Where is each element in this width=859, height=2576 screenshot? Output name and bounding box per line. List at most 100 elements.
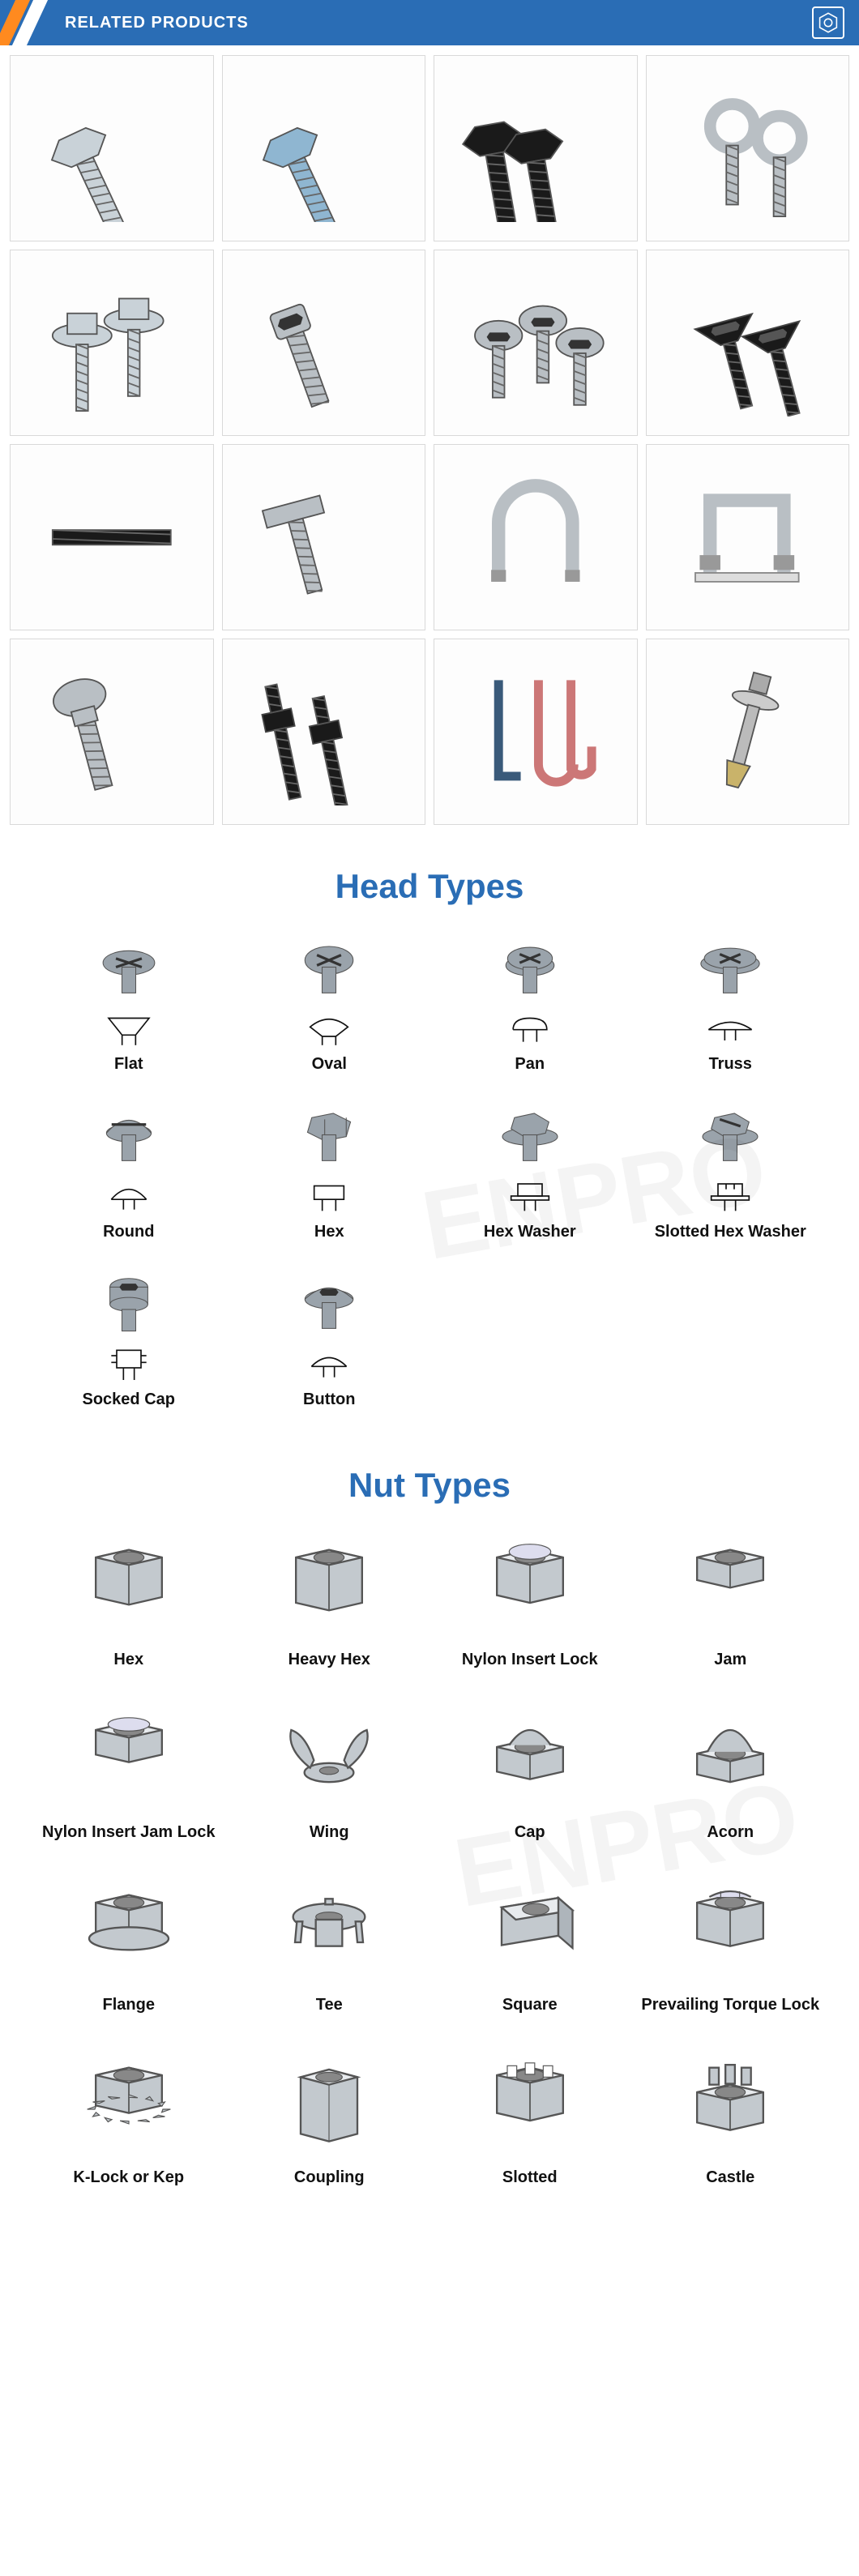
pan-render-icon <box>481 930 579 1003</box>
slotted-hex-washer-render-icon <box>682 1098 779 1171</box>
slotted-nut-icon <box>469 2047 591 2160</box>
castle-nut-icon <box>669 2047 791 2160</box>
wing-nut-icon <box>268 1702 390 1815</box>
slotted-hex-washer-outline-icon <box>694 1176 767 1216</box>
nut-type-label: Cap <box>515 1823 545 1842</box>
nut-type-tee-nut: Tee <box>233 1874 426 2014</box>
nut-type-label: Square <box>502 1996 558 2014</box>
head-type-label: Truss <box>709 1055 752 1074</box>
head-type-hex-washer: Hex Washer <box>434 1098 626 1241</box>
product-stud-bolt-black[interactable] <box>222 639 426 825</box>
product-t-bolt[interactable] <box>222 444 426 630</box>
product-countersunk-black[interactable] <box>646 250 850 436</box>
nut-type-label: Flange <box>103 1996 155 2014</box>
product-flange-bolt-pair[interactable] <box>10 250 214 436</box>
nut-type-square-nut: Square <box>434 1874 626 2014</box>
hex-nut-icon <box>68 1529 190 1643</box>
socket-cap-render-icon <box>80 1266 177 1339</box>
tee-nut-icon <box>268 1874 390 1988</box>
nut-type-jam-nut: Jam <box>635 1529 827 1669</box>
nut-type-nylon-lock-nut: Nylon Insert Lock <box>434 1529 626 1669</box>
nut-type-flange-nut: Flange <box>32 1874 225 2014</box>
nut-type-label: Nylon Insert Lock <box>462 1651 598 1669</box>
nut-type-coupling-nut: Coupling <box>233 2047 426 2187</box>
product-anchor-bolt[interactable] <box>646 639 850 825</box>
head-type-label: Oval <box>312 1055 347 1074</box>
head-type-slotted-hex-washer: Slotted Hex Washer <box>635 1098 827 1241</box>
head-type-oval: Oval <box>233 930 426 1074</box>
nut-type-label: Nylon Insert Jam Lock <box>42 1823 215 1842</box>
head-type-label: Hex Washer <box>484 1223 576 1241</box>
nut-type-kep-nut: K-Lock or Kep <box>32 2047 225 2187</box>
product-hex-bolt-zinc[interactable] <box>10 55 214 241</box>
round-render-icon <box>80 1098 177 1171</box>
nut-type-label: Wing <box>310 1823 349 1842</box>
head-type-label: Slotted Hex Washer <box>655 1223 806 1241</box>
product-eye-bolt-pair[interactable] <box>646 55 850 241</box>
head-type-pan: Pan <box>434 930 626 1074</box>
nut-type-nylon-jam-nut: Nylon Insert Jam Lock <box>32 1702 225 1842</box>
square-nut-icon <box>469 1874 591 1988</box>
hex-washer-outline-icon <box>494 1176 566 1216</box>
nut-types-grid: ENPRO Hex Heavy Hex Nylon Insert Lock Ja… <box>0 1529 859 2219</box>
jam-nut-icon <box>669 1529 791 1643</box>
button-outline-icon <box>293 1344 365 1384</box>
head-type-socket-cap: Socked Cap <box>32 1266 225 1409</box>
nylon-jam-nut-icon <box>68 1702 190 1815</box>
pan-outline-icon <box>494 1008 566 1049</box>
flat-render-icon <box>80 930 177 1003</box>
hex-outline-icon <box>293 1176 365 1216</box>
product-j-l-bolts[interactable] <box>434 639 638 825</box>
head-type-label: Hex <box>314 1223 344 1241</box>
head-type-label: Round <box>103 1223 154 1241</box>
heavy-hex-nut-icon <box>268 1529 390 1643</box>
hex-nut-icon <box>812 6 844 39</box>
nut-type-label: Coupling <box>294 2168 365 2187</box>
head-type-label: Flat <box>114 1055 143 1074</box>
kep-nut-icon <box>68 2047 190 2160</box>
related-products-header: RELATED PRODUCTS <box>0 0 859 45</box>
oval-render-icon <box>280 930 378 1003</box>
nut-type-wing-nut: Wing <box>233 1702 426 1842</box>
product-hex-bolt-black-pair[interactable] <box>434 55 638 241</box>
product-u-bolt[interactable] <box>434 444 638 630</box>
header-title: RELATED PRODUCTS <box>65 14 249 32</box>
product-socket-head-bolt[interactable] <box>222 250 426 436</box>
head-type-label: Socked Cap <box>83 1391 175 1409</box>
round-outline-icon <box>92 1176 165 1216</box>
coupling-nut-icon <box>268 2047 390 2160</box>
truss-outline-icon <box>694 1008 767 1049</box>
nylon-lock-nut-icon <box>469 1529 591 1643</box>
flat-outline-icon <box>92 1008 165 1049</box>
product-hex-bolt-blue-zinc[interactable] <box>222 55 426 241</box>
nut-type-label: Prevailing Torque Lock <box>641 1996 819 2014</box>
head-type-flat: Flat <box>32 930 225 1074</box>
nut-type-cap-nut: Cap <box>434 1702 626 1842</box>
nut-type-label: K-Lock or Kep <box>73 2168 184 2187</box>
hex-render-icon <box>280 1098 378 1171</box>
product-carriage-bolt[interactable] <box>10 639 214 825</box>
head-type-round: Round <box>32 1098 225 1241</box>
acorn-nut-icon <box>669 1702 791 1815</box>
button-render-icon <box>280 1266 378 1339</box>
nut-types-title: Nut Types <box>0 1466 859 1505</box>
nut-type-label: Castle <box>706 2168 754 2187</box>
nut-type-torque-lock-nut: Prevailing Torque Lock <box>635 1874 827 2014</box>
torque-lock-nut-icon <box>669 1874 791 1988</box>
nut-type-label: Acorn <box>707 1823 754 1842</box>
product-u-bolt-square[interactable] <box>646 444 850 630</box>
nut-type-slotted-nut: Slotted <box>434 2047 626 2187</box>
oval-outline-icon <box>293 1008 365 1049</box>
head-type-truss: Truss <box>635 930 827 1074</box>
hex-washer-render-icon <box>481 1098 579 1171</box>
head-type-label: Button <box>303 1391 355 1409</box>
flange-nut-icon <box>68 1874 190 1988</box>
head-type-button: Button <box>233 1266 426 1409</box>
product-button-head-trio[interactable] <box>434 250 638 436</box>
socket-cap-outline-icon <box>92 1344 165 1384</box>
head-type-label: Pan <box>515 1055 545 1074</box>
nut-type-label: Tee <box>316 1996 343 2014</box>
product-threaded-rod-black[interactable] <box>10 444 214 630</box>
nut-type-label: Hex <box>113 1651 143 1669</box>
related-products-grid <box>0 45 859 835</box>
